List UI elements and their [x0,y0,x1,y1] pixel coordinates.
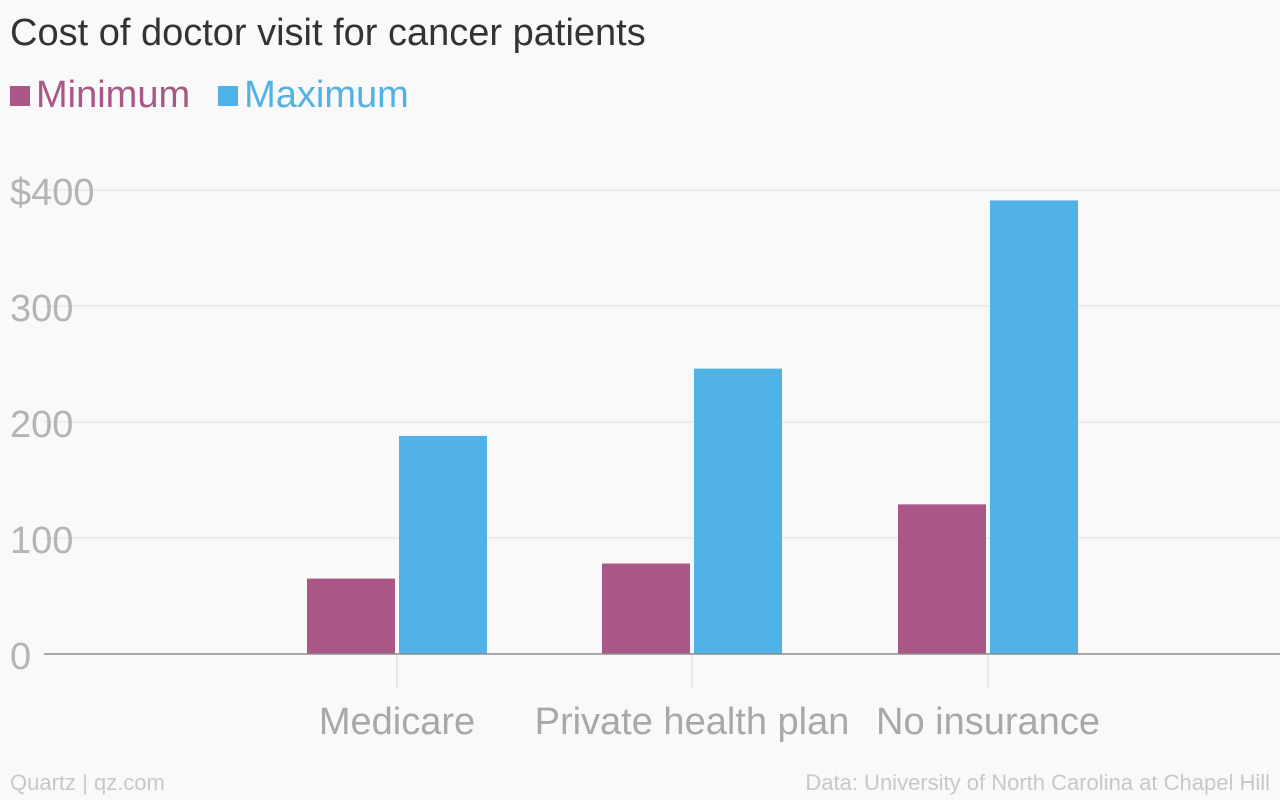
legend-item-maximum: Maximum [218,74,409,117]
y-tick-label: 100 [10,520,73,562]
bar-minimum-no-insurance [898,504,986,654]
legend-swatch-minimum [10,85,30,106]
bar-maximum-private-health-plan [694,368,782,654]
legend-label-minimum: Minimum [36,74,191,116]
legend: Minimum Maximum [10,74,437,117]
y-tick-label: 300 [10,288,73,330]
bar-maximum-no-insurance [990,200,1078,654]
x-tick-label: Medicare [319,701,475,743]
x-tick-label: No insurance [876,701,1100,743]
footer-data-credit: Data: University of North Carolina at Ch… [805,770,1270,795]
bar-maximum-medicare [399,435,487,654]
legend-item-minimum: Minimum [10,74,190,117]
legend-label-maximum: Maximum [244,74,409,116]
y-tick-label: 200 [10,404,73,446]
bar-minimum-medicare [307,578,395,654]
y-tick-label: 0 [10,636,31,678]
y-tick-label: $400 [10,172,95,214]
chart-title: Cost of doctor visit for cancer patients [10,12,646,54]
bar-minimum-private-health-plan [602,563,690,654]
legend-swatch-maximum [218,85,239,106]
footer-source-credit: Quartz | qz.com [10,770,165,795]
x-tick-label: Private health plan [535,701,850,743]
